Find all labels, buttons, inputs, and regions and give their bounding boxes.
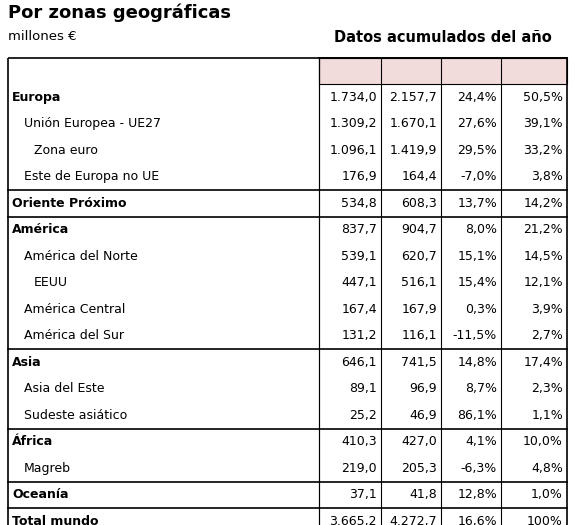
Text: Total mundo: Total mundo bbox=[12, 514, 98, 525]
Text: 516,1: 516,1 bbox=[401, 276, 437, 289]
Text: 13,7%: 13,7% bbox=[457, 197, 497, 210]
Text: -11,5%: -11,5% bbox=[453, 329, 497, 342]
Text: 16,6%: 16,6% bbox=[457, 514, 497, 525]
Text: Por zonas geográficas: Por zonas geográficas bbox=[8, 4, 231, 23]
Text: 534,8: 534,8 bbox=[341, 197, 377, 210]
Text: 27,6%: 27,6% bbox=[457, 117, 497, 130]
Text: 131,2: 131,2 bbox=[342, 329, 377, 342]
Text: 1.096,1: 1.096,1 bbox=[329, 144, 377, 157]
Text: 17,4%: 17,4% bbox=[523, 356, 563, 369]
Text: 89,1: 89,1 bbox=[349, 382, 377, 395]
Text: 2022: 2022 bbox=[395, 65, 427, 78]
Text: 37,1: 37,1 bbox=[349, 488, 377, 501]
Text: Magreb: Magreb bbox=[24, 462, 71, 475]
Text: millones €: millones € bbox=[8, 30, 76, 43]
Text: 15,4%: 15,4% bbox=[457, 276, 497, 289]
Text: 837,7: 837,7 bbox=[341, 223, 377, 236]
Text: Asia del Este: Asia del Este bbox=[24, 382, 105, 395]
Text: 3,8%: 3,8% bbox=[531, 170, 563, 183]
Text: 29,5%: 29,5% bbox=[457, 144, 497, 157]
Text: 1.309,2: 1.309,2 bbox=[329, 117, 377, 130]
Text: 50,5%: 50,5% bbox=[523, 91, 563, 104]
Text: 1,0%: 1,0% bbox=[531, 488, 563, 501]
Text: 904,7: 904,7 bbox=[401, 223, 437, 236]
Text: 2,3%: 2,3% bbox=[531, 382, 563, 395]
Text: 219,0: 219,0 bbox=[342, 462, 377, 475]
Text: Oceanía: Oceanía bbox=[12, 488, 68, 501]
Text: Asia: Asia bbox=[12, 356, 41, 369]
Text: 22/21: 22/21 bbox=[453, 65, 489, 78]
Text: 608,3: 608,3 bbox=[401, 197, 437, 210]
Text: 539,1: 539,1 bbox=[342, 250, 377, 262]
Text: 4.272,7: 4.272,7 bbox=[389, 514, 437, 525]
Text: cuota: cuota bbox=[516, 65, 551, 78]
Text: 116,1: 116,1 bbox=[401, 329, 437, 342]
Text: -7,0%: -7,0% bbox=[461, 170, 497, 183]
Text: 100%: 100% bbox=[527, 514, 563, 525]
Text: 14,2%: 14,2% bbox=[523, 197, 563, 210]
Text: Sudeste asiático: Sudeste asiático bbox=[24, 409, 127, 422]
Text: 176,9: 176,9 bbox=[342, 170, 377, 183]
Text: 164,4: 164,4 bbox=[401, 170, 437, 183]
Text: 41,8: 41,8 bbox=[409, 488, 437, 501]
Text: 620,7: 620,7 bbox=[401, 250, 437, 262]
Text: 3.665,2: 3.665,2 bbox=[329, 514, 377, 525]
Text: América Central: América Central bbox=[24, 303, 125, 316]
Text: 8,0%: 8,0% bbox=[465, 223, 497, 236]
Text: Datos acumulados del año: Datos acumulados del año bbox=[334, 30, 552, 45]
Text: América del Norte: América del Norte bbox=[24, 250, 138, 262]
Text: Zona euro: Zona euro bbox=[34, 144, 98, 157]
Text: 14,5%: 14,5% bbox=[523, 250, 563, 262]
Bar bbox=[319, 58, 567, 84]
Text: 12,8%: 12,8% bbox=[457, 488, 497, 501]
Text: Este de Europa no UE: Este de Europa no UE bbox=[24, 170, 159, 183]
Text: EEUU: EEUU bbox=[34, 276, 68, 289]
Text: 2021: 2021 bbox=[334, 65, 366, 78]
Text: 12,1%: 12,1% bbox=[523, 276, 563, 289]
Text: 46,9: 46,9 bbox=[409, 409, 437, 422]
Text: 1.670,1: 1.670,1 bbox=[389, 117, 437, 130]
Text: 427,0: 427,0 bbox=[401, 435, 437, 448]
Text: 33,2%: 33,2% bbox=[523, 144, 563, 157]
Bar bbox=[319, 58, 567, 84]
Text: 205,3: 205,3 bbox=[401, 462, 437, 475]
Text: 21,2%: 21,2% bbox=[523, 223, 563, 236]
Text: 1.734,0: 1.734,0 bbox=[329, 91, 377, 104]
Text: 15,1%: 15,1% bbox=[457, 250, 497, 262]
Text: Oriente Próximo: Oriente Próximo bbox=[12, 197, 127, 210]
Text: 1,1%: 1,1% bbox=[531, 409, 563, 422]
Text: 10,0%: 10,0% bbox=[523, 435, 563, 448]
Text: 1.419,9: 1.419,9 bbox=[390, 144, 437, 157]
Text: -6,3%: -6,3% bbox=[461, 462, 497, 475]
Text: América: América bbox=[12, 223, 69, 236]
Text: 4,8%: 4,8% bbox=[531, 462, 563, 475]
Text: 8,7%: 8,7% bbox=[465, 382, 497, 395]
Text: 410,3: 410,3 bbox=[342, 435, 377, 448]
Text: 2,7%: 2,7% bbox=[531, 329, 563, 342]
Text: 646,1: 646,1 bbox=[342, 356, 377, 369]
Text: América del Sur: América del Sur bbox=[24, 329, 124, 342]
Text: 2.157,7: 2.157,7 bbox=[389, 91, 437, 104]
Text: 167,9: 167,9 bbox=[401, 303, 437, 316]
Text: 4,1%: 4,1% bbox=[465, 435, 497, 448]
Text: 86,1%: 86,1% bbox=[457, 409, 497, 422]
Text: 25,2: 25,2 bbox=[349, 409, 377, 422]
Text: Unión Europea - UE27: Unión Europea - UE27 bbox=[24, 117, 161, 130]
Text: 39,1%: 39,1% bbox=[523, 117, 563, 130]
Text: 3,9%: 3,9% bbox=[531, 303, 563, 316]
Text: 741,5: 741,5 bbox=[401, 356, 437, 369]
Text: 96,9: 96,9 bbox=[409, 382, 437, 395]
Text: Europa: Europa bbox=[12, 91, 62, 104]
Text: 14,8%: 14,8% bbox=[457, 356, 497, 369]
Text: 167,4: 167,4 bbox=[342, 303, 377, 316]
Text: 447,1: 447,1 bbox=[342, 276, 377, 289]
Text: 0,3%: 0,3% bbox=[465, 303, 497, 316]
Text: 24,4%: 24,4% bbox=[457, 91, 497, 104]
Text: África: África bbox=[12, 435, 53, 448]
